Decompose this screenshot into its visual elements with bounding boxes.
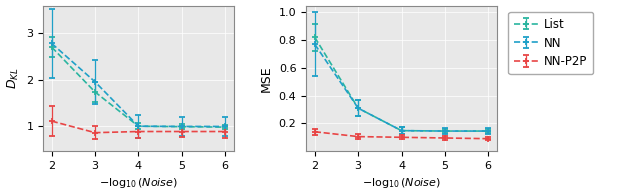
- Legend: List, NN, NN-P2P: List, NN, NN-P2P: [508, 12, 593, 74]
- Y-axis label: $D_{KL}$: $D_{KL}$: [6, 67, 20, 89]
- Y-axis label: MSE: MSE: [260, 65, 273, 92]
- X-axis label: $-\log_{10}(Noise)$: $-\log_{10}(Noise)$: [362, 176, 441, 191]
- X-axis label: $-\log_{10}(Noise)$: $-\log_{10}(Noise)$: [99, 176, 178, 191]
